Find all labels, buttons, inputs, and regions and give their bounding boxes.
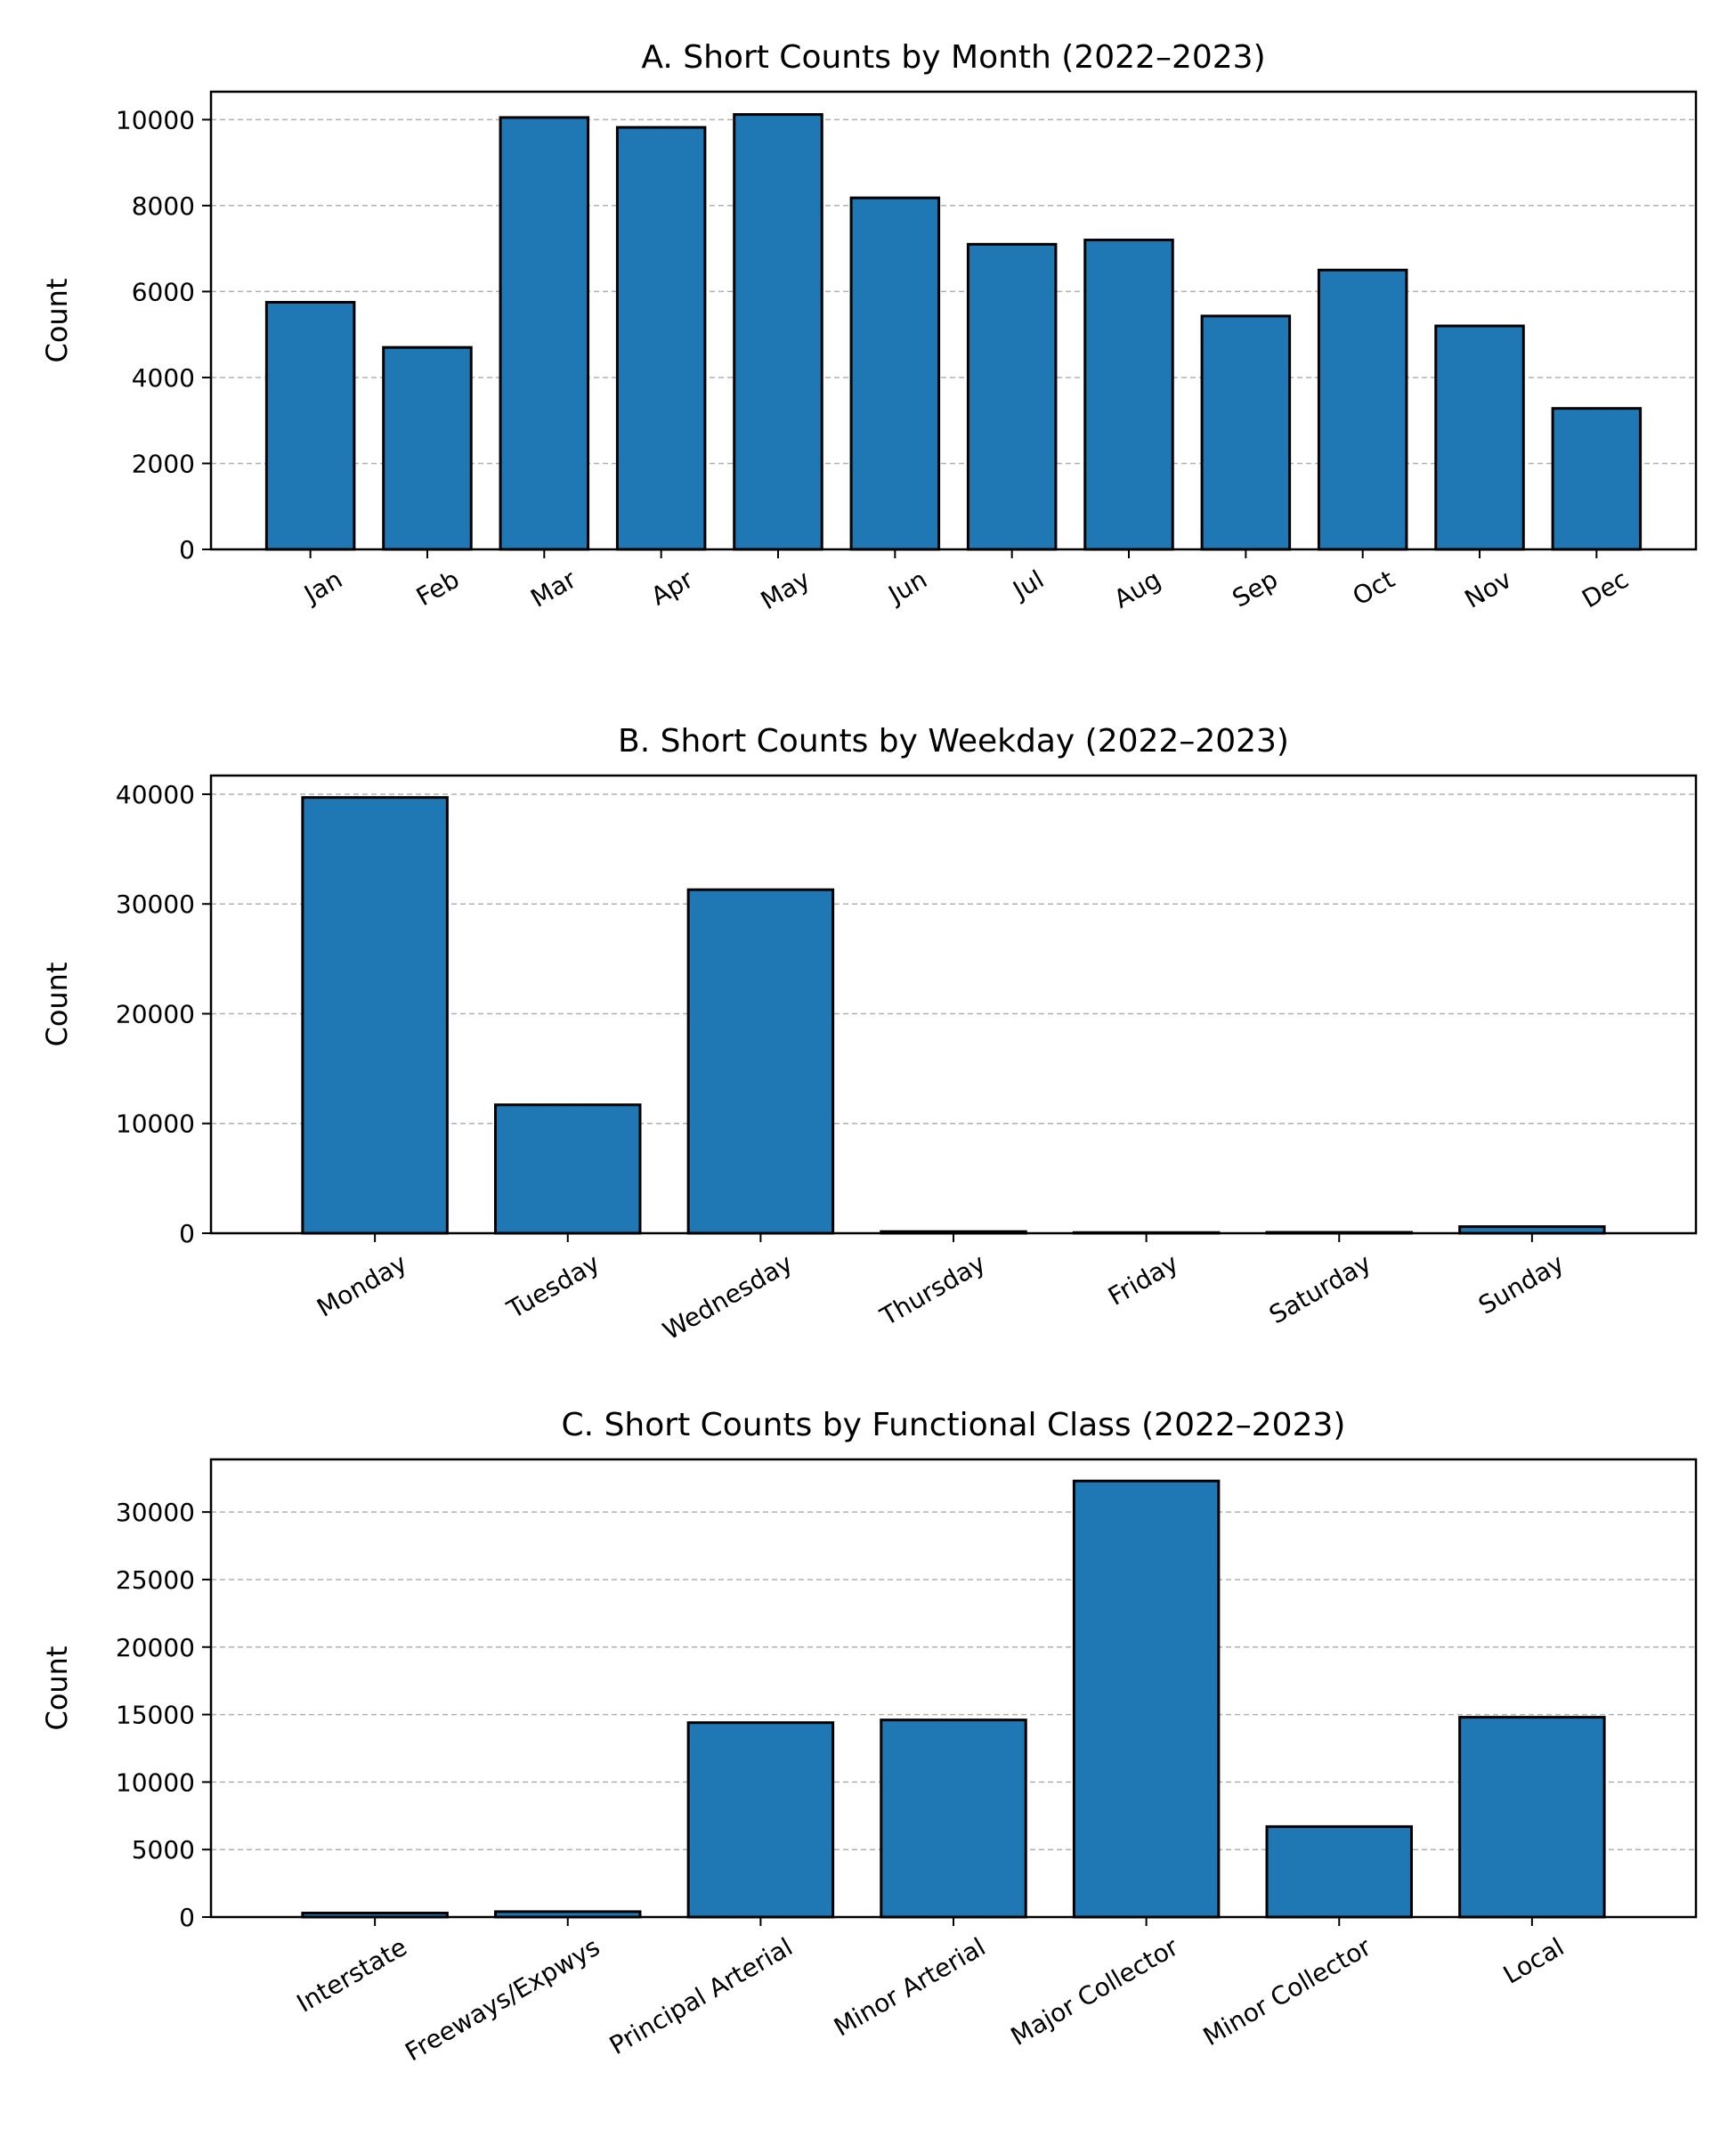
chart-title: A. Short Counts by Month (2022–2023) xyxy=(641,39,1265,76)
bar-feb xyxy=(382,345,473,551)
y-axis-ticks: 0 2000 4000 6000 8000 10000 xyxy=(116,105,211,565)
bar-jul xyxy=(966,242,1058,551)
bar-nov xyxy=(1434,324,1525,551)
bar-oct xyxy=(1317,268,1408,551)
chart-panel-month: A. Short Counts by Month (2022–2023) Cou… xyxy=(40,39,1698,615)
bar-sep xyxy=(1200,314,1292,551)
y-axis-label: Count xyxy=(40,962,74,1046)
y-tick-label: 30000 xyxy=(116,1498,195,1527)
bars xyxy=(264,113,1643,551)
y-tick-label: 40000 xyxy=(116,780,195,809)
y-tick-label: 15000 xyxy=(116,1701,195,1730)
y-axis-ticks: 0 5000 10000 15000 20000 25000 30000 xyxy=(116,1498,211,1932)
y-tick-label: 0 xyxy=(179,1219,195,1248)
bar-mar xyxy=(499,116,590,551)
bars xyxy=(301,796,1606,1235)
chart-title: B. Short Counts by Weekday (2022–2023) xyxy=(618,723,1289,760)
y-tick-label: 10000 xyxy=(116,105,195,134)
y-tick-label: 20000 xyxy=(116,999,195,1028)
y-tick-label: 0 xyxy=(179,535,195,565)
bar-jan xyxy=(264,300,356,551)
bar-tuesday xyxy=(494,1103,642,1235)
bars xyxy=(301,1479,1606,1919)
bar-jun xyxy=(849,196,941,551)
y-tick-label: 30000 xyxy=(116,890,195,919)
y-tick-label: 10000 xyxy=(116,1109,195,1139)
y-axis-label: Count xyxy=(40,1645,74,1730)
chart-title: C. Short Counts by Functional Class (202… xyxy=(562,1407,1346,1443)
y-tick-label: 5000 xyxy=(132,1835,195,1865)
bar-monday xyxy=(301,796,449,1235)
y-tick-label: 0 xyxy=(179,1903,195,1932)
bar-minor-arterial xyxy=(880,1719,1027,1919)
bar-principal-arterial xyxy=(686,1721,835,1919)
bar-minor-collector xyxy=(1265,1824,1413,1919)
bar-dec xyxy=(1551,407,1643,551)
y-tick-label: 6000 xyxy=(132,277,195,306)
y-axis-ticks: 0 10000 20000 30000 40000 xyxy=(116,780,211,1248)
y-tick-label: 2000 xyxy=(132,449,195,478)
bar-aug xyxy=(1083,239,1174,551)
bar-may xyxy=(733,113,823,551)
bar-major-collector xyxy=(1072,1479,1221,1919)
y-tick-label: 10000 xyxy=(116,1767,195,1797)
y-tick-label: 4000 xyxy=(132,363,195,393)
bar-apr xyxy=(615,126,707,551)
plot-area-frame xyxy=(209,90,1698,551)
y-axis-label: Count xyxy=(40,278,74,362)
bar-wednesday xyxy=(686,888,835,1235)
y-tick-label: 25000 xyxy=(116,1565,195,1595)
bar-local xyxy=(1458,1716,1606,1919)
y-tick-label: 20000 xyxy=(116,1633,195,1662)
y-tick-label: 8000 xyxy=(132,191,195,221)
